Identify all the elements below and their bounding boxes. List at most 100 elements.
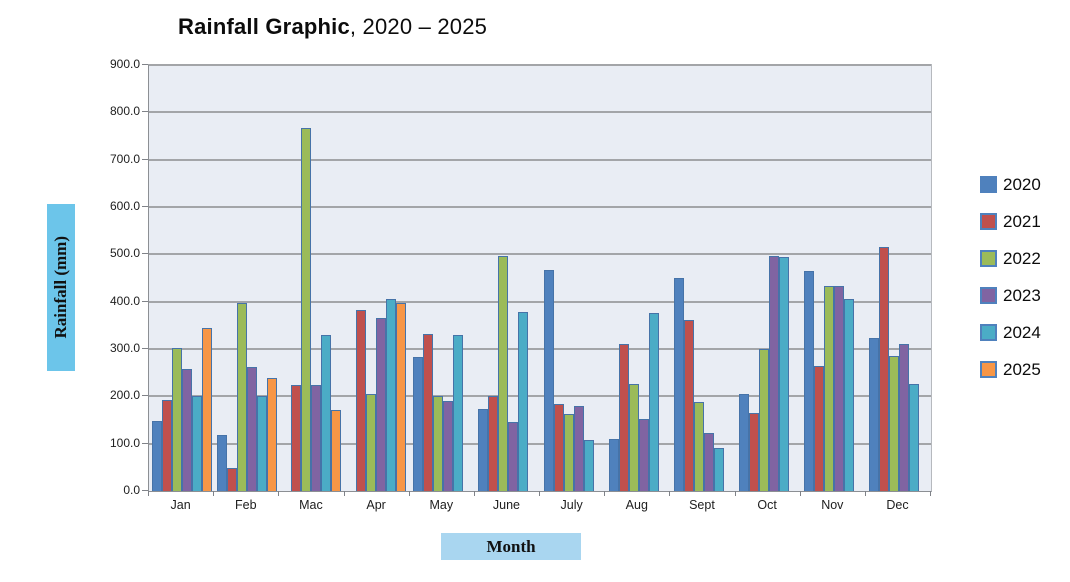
- x-label-dec: Dec: [886, 498, 909, 512]
- bar-2024-may: [453, 335, 464, 491]
- x-label-apr: Apr: [366, 498, 386, 512]
- x-label-may: May: [429, 498, 454, 512]
- bar-2024-feb: [256, 396, 267, 491]
- bar-group-nov: [801, 65, 866, 491]
- y-tick-mark-0: [142, 490, 148, 491]
- x-label-sept: Sept: [689, 498, 715, 512]
- legend-swatch-2025: [980, 361, 997, 378]
- legend-entry-2024: 2024: [980, 321, 1041, 344]
- gridline-500: [149, 253, 931, 256]
- y-tick-label-200: 200.0: [109, 388, 140, 403]
- gridline-300: [149, 348, 931, 350]
- legend-label-2022: 2022: [1003, 248, 1041, 268]
- legend: 2020 2021 2022 2023 2024 2025: [980, 173, 1041, 395]
- gridline-800: [149, 111, 931, 114]
- bar-2020-aug: [608, 438, 619, 491]
- gridline-400: [149, 300, 931, 303]
- bar-2022-apr: [366, 393, 377, 491]
- x-label-oct: Oct: [757, 498, 777, 512]
- legend-swatch-2021: [980, 213, 997, 230]
- bar-2021-dec: [879, 247, 890, 491]
- y-tick-label-400: 400.0: [109, 293, 140, 308]
- x-label-nov: Nov: [821, 498, 844, 512]
- bar-2022-may: [433, 396, 444, 491]
- bar-2024-mac: [320, 335, 331, 491]
- bar-2021-jan: [161, 400, 172, 491]
- bar-group-aug: [605, 65, 670, 491]
- bar-2023-dec: [899, 344, 910, 491]
- bar-2022-nov: [824, 286, 835, 491]
- bar-2023-june: [508, 422, 519, 491]
- bar-2023-nov: [834, 286, 845, 491]
- x-tick-mark-10: [799, 491, 801, 496]
- x-axis-title: Month: [441, 533, 581, 560]
- legend-label-2024: 2024: [1003, 322, 1041, 342]
- bar-2024-dec: [909, 383, 920, 491]
- bar-group-july: [540, 65, 605, 491]
- legend-label-2023: 2023: [1003, 285, 1041, 305]
- bar-2024-jan: [191, 396, 202, 491]
- x-tick-mark-1: [213, 491, 215, 496]
- x-tick-mark-5: [473, 491, 475, 496]
- y-tick-mark-700: [142, 158, 148, 160]
- bar-2020-june: [478, 409, 489, 491]
- bar-2021-feb: [226, 468, 237, 491]
- legend-label-2021: 2021: [1003, 211, 1041, 231]
- bar-group-feb: [214, 65, 279, 491]
- x-label-july: July: [560, 498, 583, 512]
- x-tick-mark-8: [669, 491, 671, 496]
- bar-2022-feb: [236, 302, 247, 491]
- bar-2024-sept: [713, 447, 724, 491]
- y-tick-mark-900: [142, 64, 148, 65]
- bar-2023-aug: [638, 418, 649, 491]
- bar-group-sept: [670, 65, 735, 491]
- x-label-june: June: [492, 498, 520, 512]
- x-axis-labels: Jan Feb Mac Apr May June July Aug Sept Oct Nov Dec: [148, 498, 930, 512]
- legend-swatch-2023: [980, 287, 997, 304]
- bar-2025-apr: [396, 303, 407, 491]
- bar-2021-aug: [618, 343, 629, 491]
- bar-2023-oct: [769, 256, 780, 491]
- x-label-feb: Feb: [234, 498, 257, 512]
- bar-2024-nov: [844, 299, 855, 491]
- bar-2020-july: [543, 270, 554, 491]
- bar-2022-sept: [693, 402, 704, 491]
- bar-2023-jan: [181, 368, 192, 491]
- gridline-700: [149, 158, 931, 161]
- bar-2020-feb: [216, 435, 227, 491]
- y-axis-title: Rainfall (mm): [47, 204, 75, 371]
- bar-2022-jan: [171, 347, 182, 491]
- bar-2021-july: [553, 403, 564, 491]
- y-tick-label-100: 100.0: [109, 435, 140, 450]
- chart-title: Rainfall Graphic, 2020 – 2025: [178, 14, 487, 40]
- bar-2022-june: [498, 256, 509, 491]
- bar-group-dec: [866, 65, 931, 491]
- bar-2020-oct: [739, 394, 750, 491]
- y-tick-mark-600: [142, 206, 148, 207]
- bar-2024-june: [518, 312, 529, 491]
- bar-2021-mac: [290, 384, 301, 491]
- legend-entry-2022: 2022: [980, 247, 1041, 270]
- x-tick-mark-0: [148, 491, 149, 496]
- y-tick-mark-500: [142, 253, 148, 255]
- bar-group-june: [475, 65, 540, 491]
- y-tick-label-800: 800.0: [109, 104, 140, 119]
- bar-group-mac: [279, 65, 344, 491]
- bar-2025-mac: [330, 409, 341, 491]
- bar-2022-dec: [889, 355, 900, 491]
- x-tick-mark-7: [604, 491, 606, 496]
- bar-2023-sept: [703, 432, 714, 491]
- legend-label-2020: 2020: [1003, 174, 1041, 194]
- x-tick-mark-3: [343, 491, 345, 496]
- bar-2021-oct: [749, 412, 760, 491]
- y-tick-label-0: 0.0: [123, 483, 140, 497]
- bar-2023-july: [573, 406, 584, 491]
- legend-entry-2023: 2023: [980, 284, 1041, 307]
- bar-2020-jan: [151, 421, 162, 491]
- chart-title-bold: Rainfall Graphic: [178, 14, 350, 39]
- bar-2024-aug: [648, 313, 659, 491]
- y-axis-title-label: Rainfall (mm): [51, 236, 70, 339]
- x-tick-mark-12: [930, 491, 931, 496]
- legend-swatch-2022: [980, 250, 997, 267]
- bar-2024-oct: [779, 257, 790, 491]
